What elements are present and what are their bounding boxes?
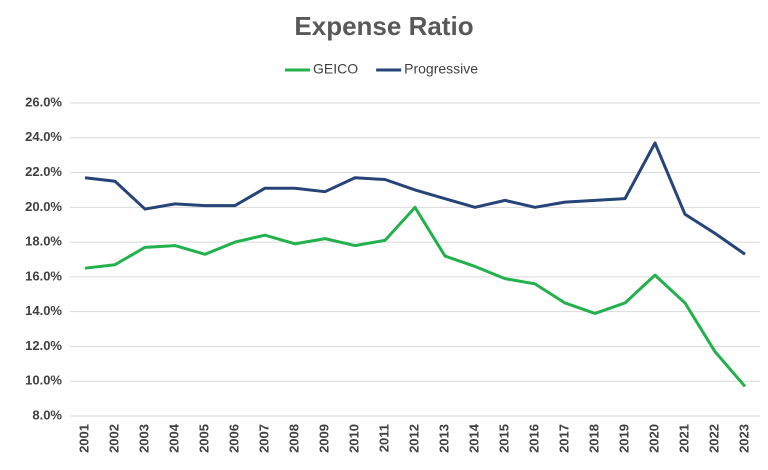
- x-tick-label: 2013: [436, 424, 451, 453]
- x-tick-label: 2016: [526, 424, 541, 453]
- x-tick-label: 2004: [166, 423, 181, 453]
- x-tick-label: 2008: [286, 424, 301, 453]
- legend-label: GEICO: [313, 61, 358, 77]
- y-tick-label: 26.0%: [25, 94, 62, 109]
- x-tick-label: 2001: [76, 424, 91, 453]
- x-tick-label: 2014: [466, 423, 481, 453]
- series-line: [84, 141, 746, 256]
- x-tick-label: 2009: [316, 424, 331, 453]
- y-tick-label: 14.0%: [25, 303, 62, 318]
- y-tick-label: 10.0%: [25, 373, 62, 388]
- x-tick-label: 2003: [136, 424, 151, 453]
- y-tick-label: 8.0%: [32, 407, 62, 422]
- x-tick-label: 2007: [256, 424, 271, 453]
- series-line: [84, 205, 747, 388]
- x-tick-label: 2023: [736, 424, 751, 453]
- y-tick-label: 18.0%: [25, 234, 62, 249]
- y-tick-label: 24.0%: [25, 129, 62, 144]
- y-tick-label: 12.0%: [25, 338, 62, 353]
- x-tick-label: 2021: [676, 424, 691, 453]
- x-tick-label: 2020: [646, 424, 661, 453]
- x-tick-label: 2011: [376, 424, 391, 452]
- x-tick-label: 2022: [706, 424, 721, 453]
- chart-title: Expense Ratio: [294, 11, 473, 41]
- x-tick-label: 2015: [496, 424, 511, 453]
- x-tick-label: 2006: [226, 424, 241, 453]
- x-tick-label: 2005: [196, 424, 211, 453]
- x-tick-label: 2010: [346, 424, 361, 453]
- x-tick-label: 2019: [616, 424, 631, 453]
- x-tick-label: 2002: [106, 424, 121, 453]
- y-tick-label: 16.0%: [25, 268, 62, 283]
- y-tick-label: 22.0%: [25, 164, 62, 179]
- x-tick-label: 2018: [586, 424, 601, 453]
- y-tick-label: 20.0%: [25, 199, 62, 214]
- x-tick-label: 2012: [406, 424, 421, 453]
- legend-label: Progressive: [404, 61, 478, 77]
- x-tick-label: 2017: [556, 424, 571, 453]
